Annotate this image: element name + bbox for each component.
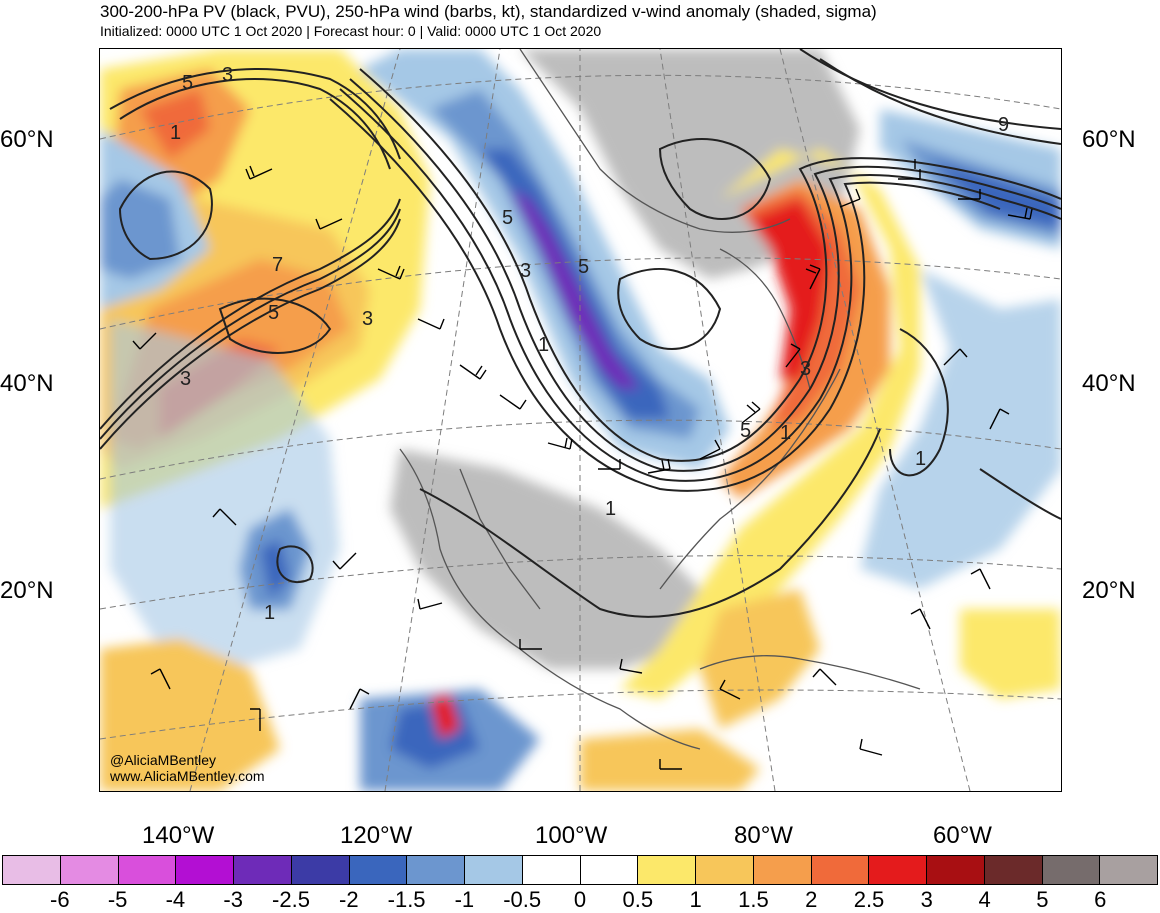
colorbar-tick-label: -5 <box>107 887 128 912</box>
contour-label: 1 <box>170 122 181 144</box>
colorbar-swatch <box>349 856 408 884</box>
contour-label: 1 <box>538 334 549 356</box>
colorbar-tick-label: -1 <box>454 887 475 912</box>
colorbar-tick-label: 2 <box>805 887 818 912</box>
colorbar-swatch <box>753 856 812 884</box>
contour-label: 1 <box>264 602 275 624</box>
colorbar-tick-label: -2.5 <box>272 887 310 912</box>
contour-label: 9 <box>998 114 1009 136</box>
lon-label-80w: 80°W <box>734 822 793 849</box>
contour-label: 1 <box>605 498 616 520</box>
colorbar-tick-label: -4 <box>165 887 186 912</box>
colorbar-swatch <box>176 856 234 884</box>
colorbar-swatch <box>465 856 523 884</box>
contour-label: 7 <box>272 254 283 276</box>
anomaly-shading <box>100 49 1061 791</box>
contour-label: 5 <box>502 207 513 229</box>
colorbar-swatch <box>407 856 465 884</box>
contour-label: 3 <box>362 308 373 330</box>
contour-label: 3 <box>222 64 233 86</box>
colorbar-swatch <box>638 856 696 884</box>
colorbar-tick-label: -2 <box>339 887 359 912</box>
lat-label-20n-left: 20°N <box>0 577 54 604</box>
map-canvas: 5 3 1 7 5 3 5 3 1 5 3 1 5 3 9 1 1 1 <box>100 49 1061 791</box>
colorbar-tick-label: 0 <box>573 887 587 912</box>
colorbar-swatch <box>3 856 61 884</box>
map-title: 300-200-hPa PV (black, PVU), 250-hPa win… <box>100 2 877 21</box>
colorbar-swatch <box>927 856 985 884</box>
weather-map: 5 3 1 7 5 3 5 3 1 5 3 1 5 3 9 1 1 1 <box>99 48 1062 792</box>
contour-label: 5 <box>268 302 279 324</box>
colorbar-tick-label: 3 <box>920 887 933 912</box>
colorbar-swatch <box>580 856 639 884</box>
colorbar-swatch <box>1042 856 1101 884</box>
colorbar-tick-label: 2.5 <box>853 887 885 912</box>
colorbar-swatch <box>984 856 1043 884</box>
colorbar-swatch <box>811 856 870 884</box>
contour-label: 3 <box>520 260 531 282</box>
colorbar-tick-label: -0.5 <box>503 887 542 912</box>
lat-label-40n-right: 40°N <box>1082 370 1136 397</box>
colorbar-swatch <box>60 856 119 884</box>
contour-label: 3 <box>180 368 191 390</box>
colorbar-tick-label: 5 <box>1036 887 1049 912</box>
colorbar-swatch <box>696 856 754 884</box>
credit-website: www.AliciaMBentley.com <box>110 768 265 784</box>
colorbar-swatch <box>234 856 292 884</box>
contour-label: 5 <box>740 420 751 442</box>
colorbar-tick-label: -1.5 <box>387 887 426 912</box>
lat-label-60n-right: 60°N <box>1082 126 1136 153</box>
lon-label-100w: 100°W <box>535 822 608 849</box>
colorbar-swatch <box>291 856 350 884</box>
colorbar-tick-label: -6 <box>50 887 70 912</box>
credit-handle: @AliciaMBentley <box>110 752 217 768</box>
lat-label-40n-left: 40°N <box>0 370 54 397</box>
colorbar-tick-label: -3 <box>223 887 243 912</box>
colorbar-tick-label: 1.5 <box>738 887 769 912</box>
colorbar-tick-label: 4 <box>978 887 991 912</box>
contour-label: 5 <box>182 72 193 94</box>
colorbar-tick-label: 1 <box>689 887 702 912</box>
pv-contour-labels: 5 3 1 7 5 3 5 3 1 5 3 1 5 3 9 1 1 1 <box>170 64 1009 624</box>
anomaly-colorbar <box>2 855 1158 885</box>
colorbar-swatch <box>1100 856 1157 884</box>
contour-label: 1 <box>915 448 926 470</box>
wind-barbs <box>132 159 1033 770</box>
pv-contours <box>100 49 1061 618</box>
colorbar-tick-label: 0.5 <box>622 887 654 912</box>
colorbar-swatch <box>869 856 927 884</box>
lat-label-60n-left: 60°N <box>0 126 54 153</box>
colorbar-swatch <box>118 856 177 884</box>
contour-label: 1 <box>780 422 791 444</box>
lat-label-20n-right: 20°N <box>1082 577 1136 604</box>
lon-label-60w: 60°W <box>933 822 992 849</box>
colorbar-swatch <box>522 856 581 884</box>
lon-label-120w: 120°W <box>340 822 413 849</box>
map-subtitle: Initialized: 0000 UTC 1 Oct 2020 | Forec… <box>100 23 602 39</box>
contour-label: 3 <box>800 358 811 380</box>
contour-label: 5 <box>578 256 589 278</box>
colorbar-tick-label: 6 <box>1094 887 1107 912</box>
lon-label-140w: 140°W <box>142 822 215 849</box>
